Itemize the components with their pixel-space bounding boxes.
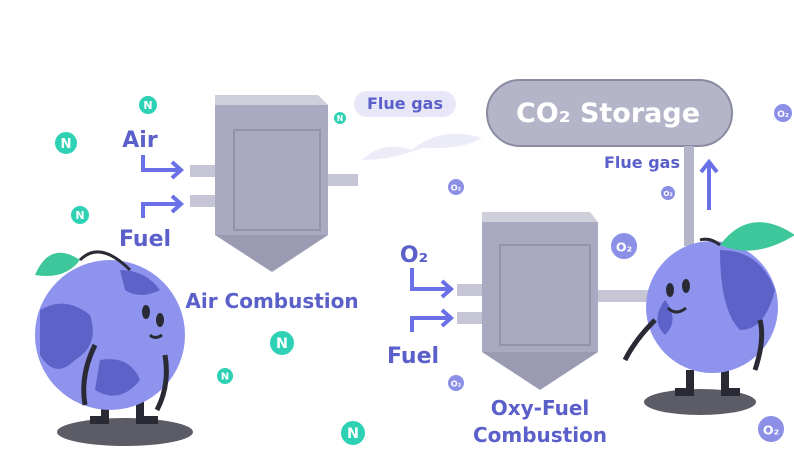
molecule (53, 130, 79, 156)
input-label: Fuel (387, 344, 439, 369)
molecule-label: N (75, 209, 84, 222)
molecule-label: N (221, 372, 229, 383)
molecule-label: N (60, 137, 71, 152)
oxy-furnace (457, 212, 653, 390)
molecule-label: O₂ (663, 189, 672, 198)
input-label: Air (122, 128, 158, 153)
molecule (446, 373, 466, 393)
molecules: N N N N N N N O₂ O₂ O₂ O₂ O₂ O₂ (53, 94, 794, 447)
cloud (362, 133, 482, 160)
furnace-label: Oxy-Fuel (491, 396, 590, 420)
molecule (137, 94, 159, 116)
input-label: O₂ (400, 243, 428, 268)
storage-label: CO₂ Storage (516, 98, 700, 129)
storage-tank (486, 79, 733, 147)
molecule (215, 366, 235, 386)
pipe (684, 146, 694, 246)
arrow (699, 158, 719, 210)
molecule-label: N (143, 99, 152, 112)
molecule-label: O₂ (616, 240, 632, 255)
molecule (756, 414, 786, 444)
arrow (141, 155, 455, 332)
molecule (772, 102, 794, 124)
molecule-label: N (276, 336, 288, 352)
flue-gas-label: Flue gas (367, 94, 443, 113)
molecule-label: O₂ (763, 423, 779, 438)
molecule (446, 177, 466, 197)
molecule (332, 110, 348, 126)
molecule (69, 204, 91, 226)
planet-character (622, 222, 794, 396)
molecule (659, 184, 677, 202)
furnace-label: Air Combustion (185, 289, 358, 313)
molecule (268, 329, 296, 357)
molecule (609, 231, 639, 261)
molecule-label: O₂ (451, 183, 462, 193)
molecule (339, 419, 367, 447)
flue-gas-label: Flue gas (604, 153, 680, 172)
molecule-label: N (337, 114, 343, 123)
air-furnace (190, 95, 358, 272)
molecule-label: O₂ (451, 379, 462, 389)
furnace-label: Combustion (473, 423, 607, 447)
input-label: Fuel (119, 227, 171, 252)
molecule-label: N (347, 426, 359, 442)
shadow (57, 418, 193, 446)
planet-character (35, 250, 185, 424)
molecule-label: O₂ (777, 110, 789, 120)
cloud (354, 91, 456, 117)
